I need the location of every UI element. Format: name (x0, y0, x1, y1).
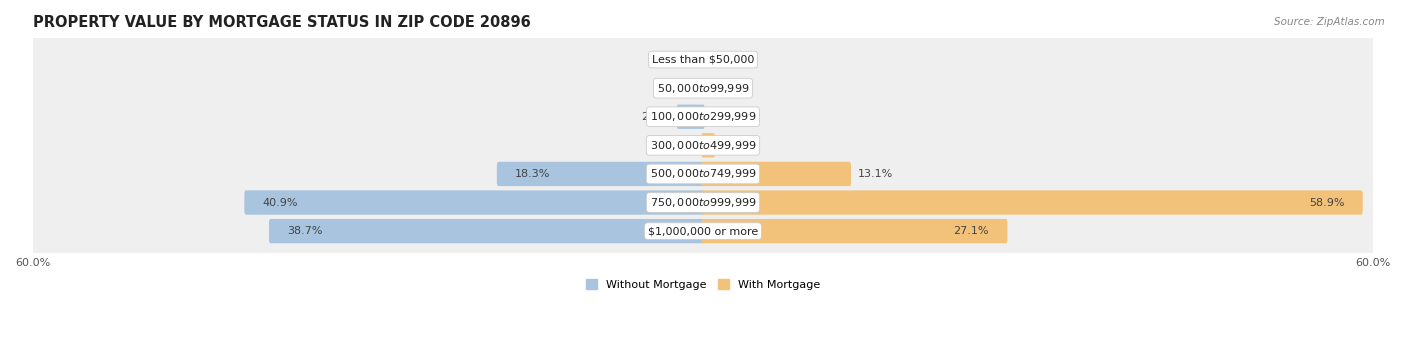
Text: PROPERTY VALUE BY MORTGAGE STATUS IN ZIP CODE 20896: PROPERTY VALUE BY MORTGAGE STATUS IN ZIP… (32, 15, 530, 30)
Text: $300,000 to $499,999: $300,000 to $499,999 (650, 139, 756, 152)
FancyBboxPatch shape (676, 105, 704, 129)
Text: 0.0%: 0.0% (717, 112, 745, 122)
Text: Source: ZipAtlas.com: Source: ZipAtlas.com (1274, 17, 1385, 27)
FancyBboxPatch shape (496, 162, 704, 186)
FancyBboxPatch shape (269, 219, 704, 243)
Text: $50,000 to $99,999: $50,000 to $99,999 (657, 82, 749, 95)
Text: 27.1%: 27.1% (953, 226, 988, 236)
Text: 2.2%: 2.2% (641, 112, 669, 122)
Text: 13.1%: 13.1% (858, 169, 894, 179)
Text: 38.7%: 38.7% (287, 226, 323, 236)
FancyBboxPatch shape (32, 116, 1374, 175)
Text: 0.0%: 0.0% (661, 54, 689, 65)
Text: $100,000 to $299,999: $100,000 to $299,999 (650, 110, 756, 123)
Text: $1,000,000 or more: $1,000,000 or more (648, 226, 758, 236)
Text: 0.0%: 0.0% (717, 83, 745, 93)
Legend: Without Mortgage, With Mortgage: Without Mortgage, With Mortgage (582, 275, 824, 294)
FancyBboxPatch shape (32, 59, 1374, 117)
FancyBboxPatch shape (245, 190, 704, 215)
FancyBboxPatch shape (702, 219, 1008, 243)
Text: 40.9%: 40.9% (263, 198, 298, 207)
FancyBboxPatch shape (32, 30, 1374, 89)
FancyBboxPatch shape (32, 173, 1374, 232)
Text: 0.0%: 0.0% (717, 54, 745, 65)
FancyBboxPatch shape (32, 87, 1374, 146)
Text: $500,000 to $749,999: $500,000 to $749,999 (650, 167, 756, 181)
Text: 0.93%: 0.93% (723, 140, 758, 150)
FancyBboxPatch shape (32, 202, 1374, 260)
Text: $750,000 to $999,999: $750,000 to $999,999 (650, 196, 756, 209)
FancyBboxPatch shape (702, 190, 1362, 215)
FancyBboxPatch shape (32, 144, 1374, 203)
Text: 0.0%: 0.0% (661, 140, 689, 150)
FancyBboxPatch shape (702, 162, 851, 186)
Text: Less than $50,000: Less than $50,000 (652, 54, 754, 65)
FancyBboxPatch shape (702, 133, 716, 157)
Text: 0.0%: 0.0% (661, 83, 689, 93)
Text: 58.9%: 58.9% (1309, 198, 1344, 207)
Text: 18.3%: 18.3% (515, 169, 551, 179)
